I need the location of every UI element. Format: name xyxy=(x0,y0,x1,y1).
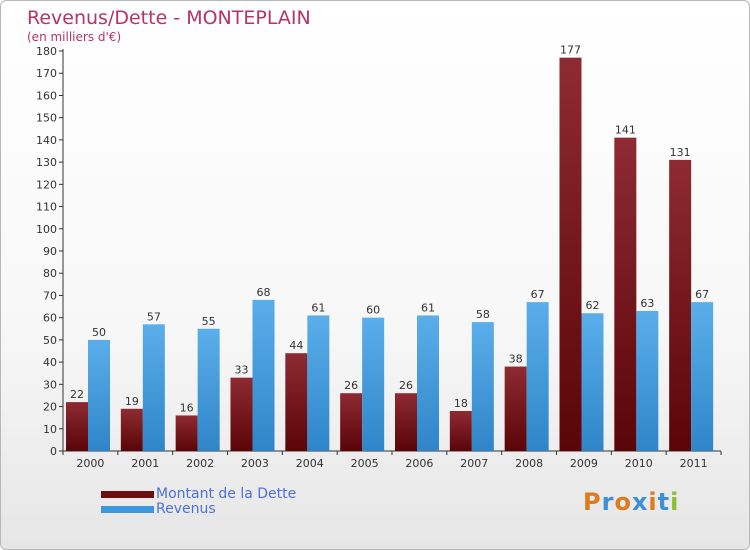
data-label-revenus: 62 xyxy=(586,299,600,312)
logo-letter: r xyxy=(601,488,615,516)
logo-letter: i xyxy=(670,488,680,516)
x-tick-label: 2004 xyxy=(296,457,324,470)
bar-dette xyxy=(66,402,88,451)
y-tick-label: 180 xyxy=(36,45,57,58)
logo-letter: x xyxy=(631,488,649,516)
bar-dette xyxy=(230,377,253,451)
bar-revenus xyxy=(362,317,385,451)
y-tick-label: 150 xyxy=(36,112,57,125)
data-label-dette: 44 xyxy=(289,339,303,352)
bar-revenus xyxy=(142,324,165,451)
legend-label-revenus: Revenus xyxy=(156,501,216,517)
data-label-revenus: 61 xyxy=(421,301,435,314)
y-tick-label: 160 xyxy=(36,89,57,102)
y-tick-label: 20 xyxy=(43,401,57,414)
data-label-dette: 26 xyxy=(344,379,358,392)
bar-revenus xyxy=(417,315,439,451)
bar-revenus xyxy=(471,322,494,451)
legend-swatch-revenus xyxy=(101,506,154,513)
bar-revenus xyxy=(197,328,220,451)
chart-title: Revenus/Dette - MONTEPLAIN xyxy=(27,7,311,29)
data-label-dette: 38 xyxy=(509,353,523,366)
bar-dette xyxy=(120,408,143,451)
proxiti-logo: Proxiti xyxy=(583,488,679,516)
data-label-dette: 141 xyxy=(615,124,636,137)
logo-letter: P xyxy=(583,488,602,516)
y-tick-label: 130 xyxy=(36,156,57,169)
bar-revenus xyxy=(526,302,549,451)
data-label-revenus: 63 xyxy=(640,297,654,310)
chart-subtitle: (en milliers d'€) xyxy=(27,30,122,44)
y-tick-label: 90 xyxy=(43,245,57,258)
logo-letter: i xyxy=(648,488,658,516)
bar-revenus xyxy=(581,313,604,451)
y-tick-label: 30 xyxy=(43,378,57,391)
x-tick-label: 2010 xyxy=(625,457,653,470)
x-tick-label: 2011 xyxy=(680,457,708,470)
data-label-revenus: 67 xyxy=(695,288,709,301)
data-label-dette: 131 xyxy=(670,146,691,159)
x-tick-label: 2000 xyxy=(76,457,104,470)
bar-dette xyxy=(449,411,472,451)
x-tick-label: 2008 xyxy=(515,457,543,470)
data-label-revenus: 60 xyxy=(366,304,380,317)
bar-dette xyxy=(614,137,637,451)
bar-revenus xyxy=(636,311,659,451)
data-label-revenus: 61 xyxy=(311,301,325,314)
y-tick-label: 80 xyxy=(43,267,57,280)
bar-revenus xyxy=(691,302,714,451)
y-tick-label: 0 xyxy=(50,445,57,458)
y-tick-label: 40 xyxy=(43,356,57,369)
bar-dette xyxy=(285,353,308,451)
x-tick-label: 2003 xyxy=(241,457,269,470)
x-tick-label: 2007 xyxy=(460,457,488,470)
y-tick-label: 100 xyxy=(36,223,57,236)
x-tick-label: 2001 xyxy=(131,457,159,470)
y-tick-label: 50 xyxy=(43,334,57,347)
y-tick-label: 120 xyxy=(36,178,57,191)
bar-dette xyxy=(504,366,527,451)
data-label-revenus: 55 xyxy=(202,315,216,328)
data-label-revenus: 50 xyxy=(92,326,106,339)
y-tick-label: 10 xyxy=(43,423,57,436)
bar-dette xyxy=(175,415,198,451)
legend-label-dette: Montant de la Dette xyxy=(156,486,297,502)
data-label-dette: 18 xyxy=(454,397,468,410)
bar-dette xyxy=(559,57,582,452)
y-tick-label: 140 xyxy=(36,134,57,147)
y-tick-label: 60 xyxy=(43,312,57,325)
logo-letter: o xyxy=(614,488,632,516)
x-tick-label: 2009 xyxy=(570,457,598,470)
data-label-dette: 177 xyxy=(560,44,581,57)
data-label-revenus: 67 xyxy=(531,288,545,301)
bar-dette xyxy=(395,393,417,451)
data-label-dette: 33 xyxy=(235,364,249,377)
y-tick-label: 70 xyxy=(43,289,57,302)
data-label-dette: 26 xyxy=(399,379,413,392)
legend-swatch-dette xyxy=(101,491,154,498)
bar-revenus xyxy=(252,299,275,451)
data-label-dette: 16 xyxy=(180,401,194,414)
logo-letter: t xyxy=(657,488,671,516)
bar-revenus xyxy=(88,339,110,451)
data-label-revenus: 58 xyxy=(476,308,490,321)
y-tick-label: 170 xyxy=(36,67,57,80)
x-tick-label: 2002 xyxy=(186,457,214,470)
x-tick-label: 2005 xyxy=(351,457,379,470)
data-label-revenus: 68 xyxy=(257,286,271,299)
data-label-dette: 19 xyxy=(125,395,139,408)
data-label-revenus: 57 xyxy=(147,310,161,323)
y-tick-label: 110 xyxy=(36,201,57,214)
bar-dette xyxy=(340,393,363,451)
data-label-dette: 22 xyxy=(70,388,84,401)
bar-revenus xyxy=(307,315,330,451)
bar-dette xyxy=(669,159,692,451)
x-tick-label: 2006 xyxy=(405,457,433,470)
